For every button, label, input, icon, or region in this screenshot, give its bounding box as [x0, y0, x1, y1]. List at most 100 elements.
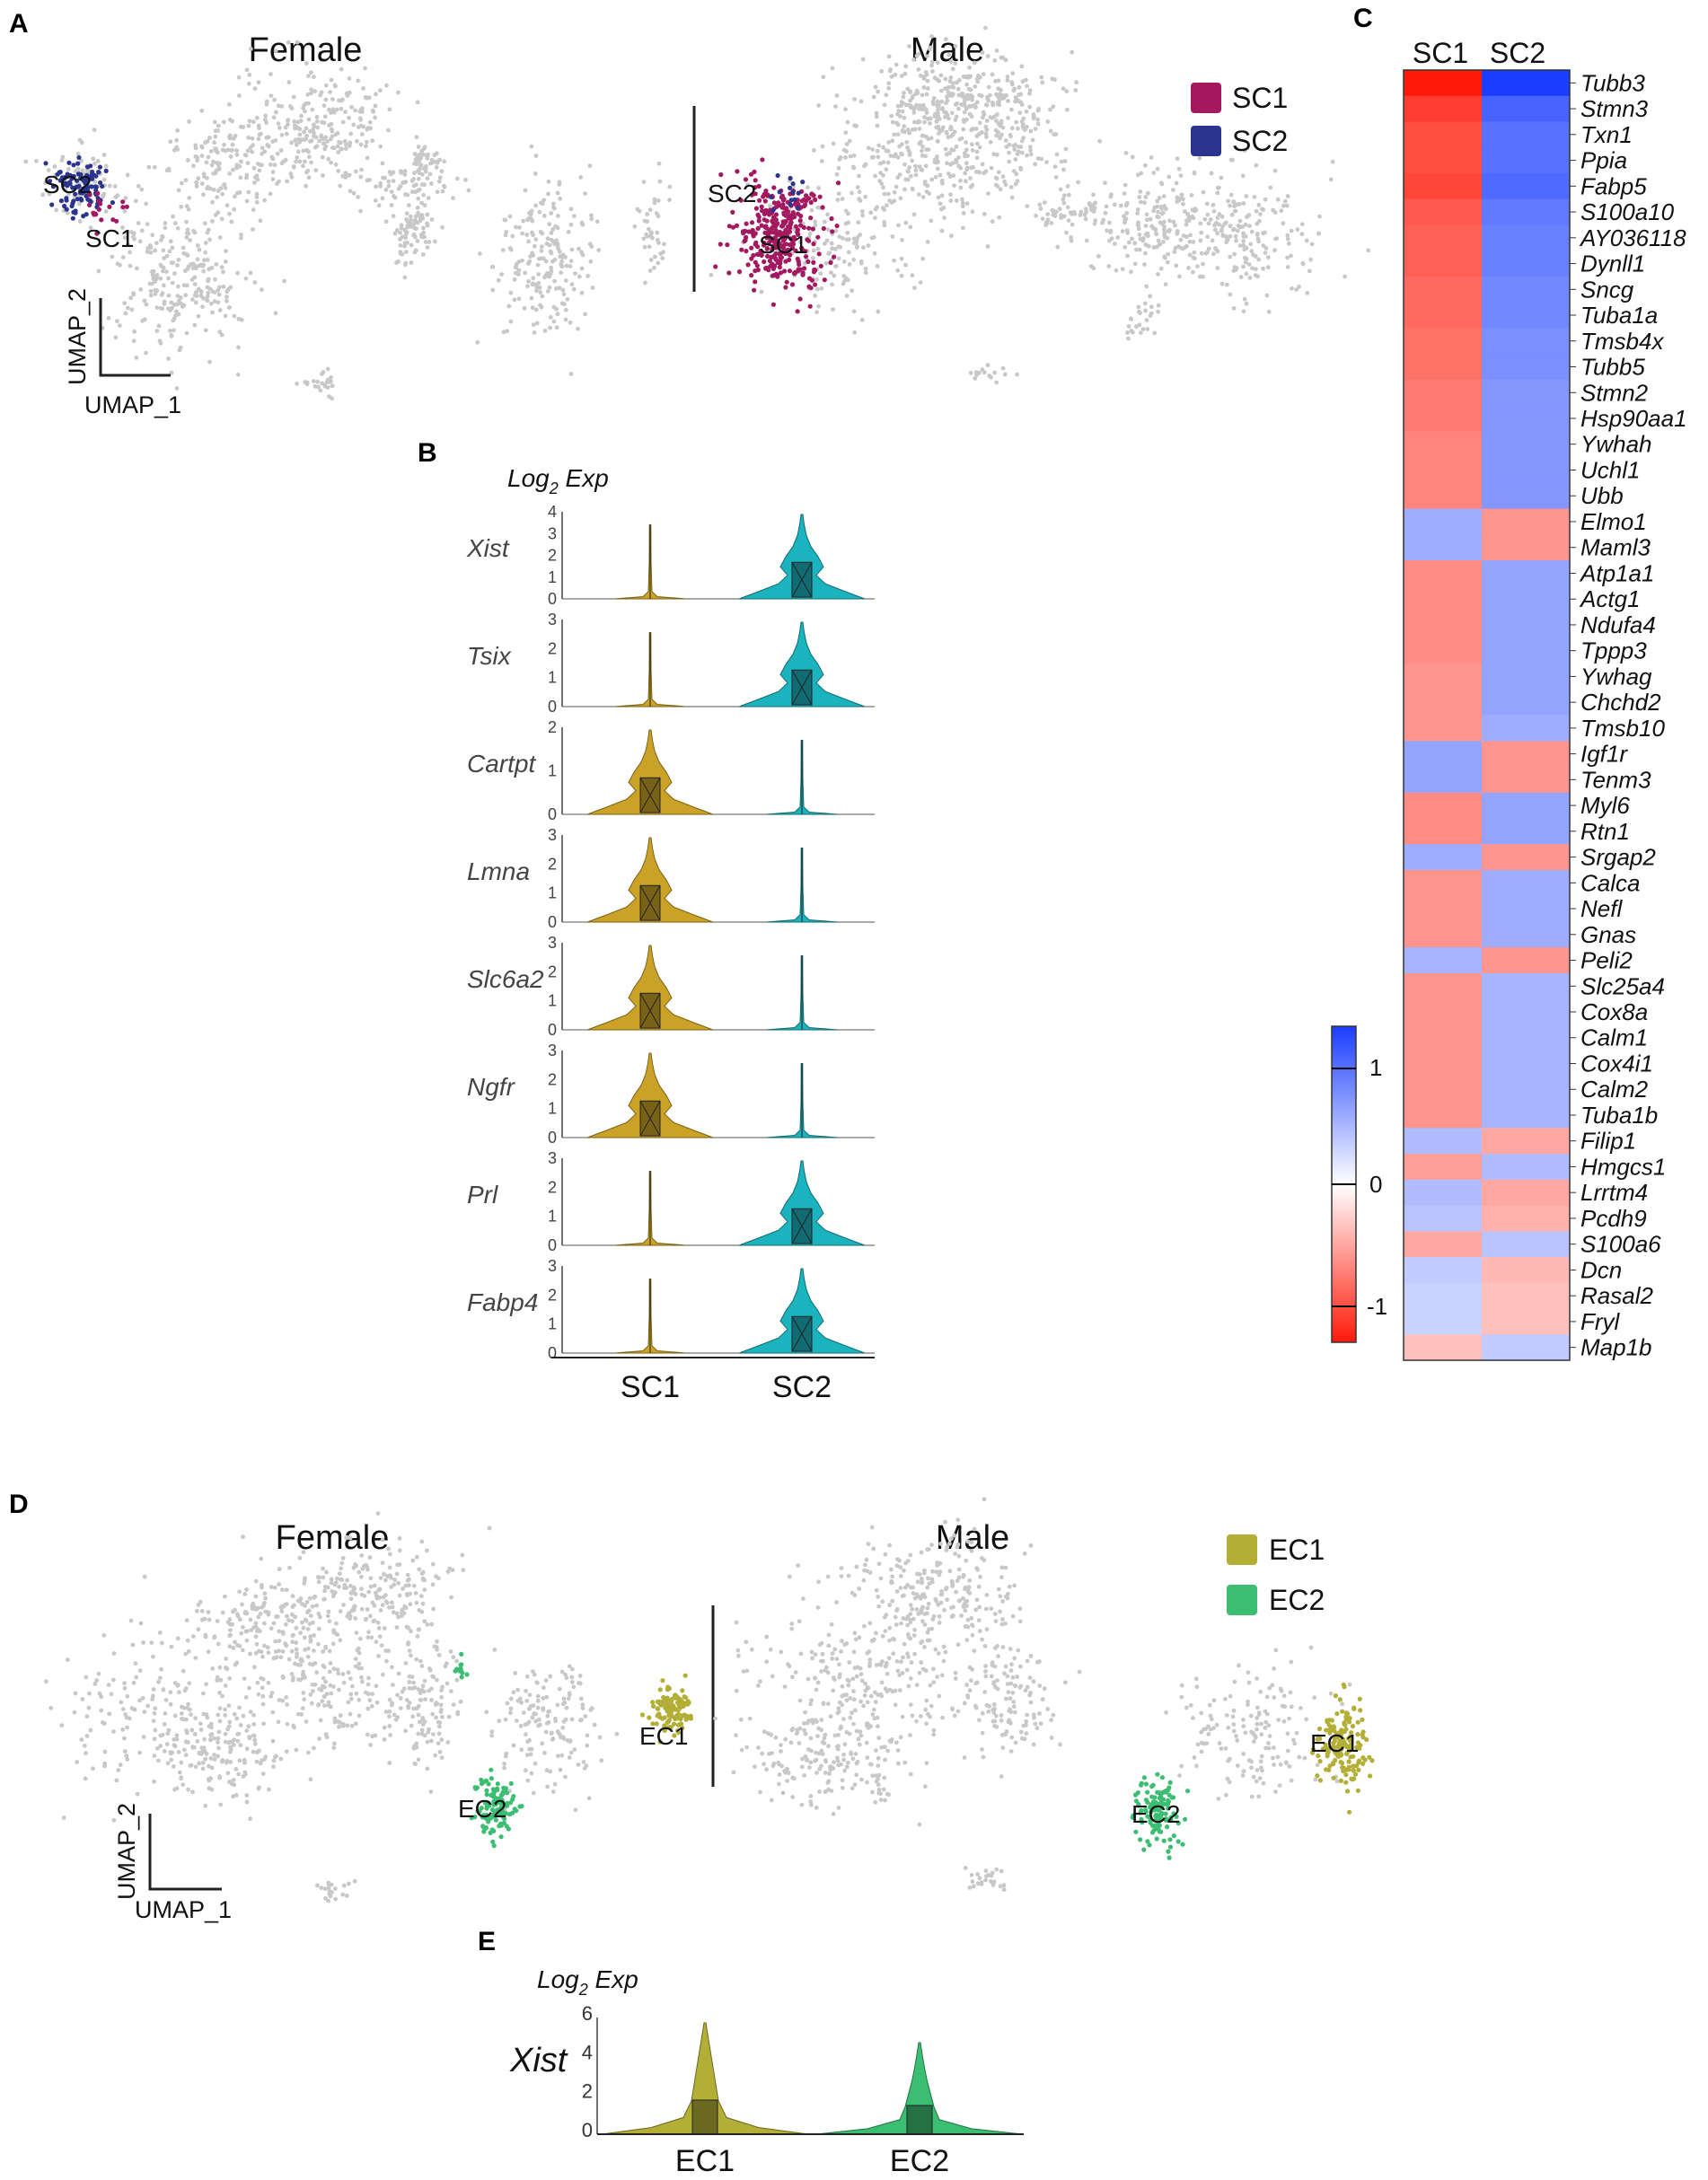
cell-point — [952, 183, 956, 189]
cell-point — [961, 211, 966, 215]
cell-point — [227, 1676, 233, 1681]
cell-point — [339, 146, 344, 152]
cell-point — [219, 265, 225, 269]
cell-point — [531, 276, 536, 281]
cell-point — [380, 1603, 385, 1607]
cell-point — [187, 119, 192, 124]
cell-point — [244, 1728, 250, 1733]
cell-point — [577, 246, 581, 251]
cell-point — [658, 251, 664, 256]
cell-point — [953, 61, 958, 66]
cell-point — [329, 375, 333, 380]
cell-point — [999, 1575, 1004, 1580]
cell-point — [585, 274, 590, 278]
umap-a-male-grey-6 — [1025, 180, 1143, 250]
cell-point — [866, 145, 871, 151]
cell-point — [330, 97, 335, 101]
cell-point — [851, 257, 857, 262]
cell-point — [419, 200, 424, 206]
cell-point — [745, 182, 751, 188]
cell-point — [874, 110, 879, 116]
cell-point — [790, 210, 796, 215]
cell-point — [1366, 248, 1371, 253]
cell-point — [1130, 236, 1134, 242]
cell-point — [405, 1572, 410, 1578]
cell-point — [302, 1581, 307, 1586]
heatmap-cell-tuba1a-sc2 — [1482, 302, 1570, 329]
cell-point — [190, 266, 196, 271]
cell-point — [524, 1699, 530, 1703]
cell-point — [170, 245, 175, 251]
cell-point — [946, 52, 952, 57]
cell-point — [166, 356, 172, 361]
cell-point — [1199, 230, 1204, 235]
cell-point — [338, 1638, 343, 1643]
cell-point — [572, 1747, 577, 1752]
cell-point — [149, 281, 154, 286]
cell-point — [326, 380, 330, 385]
cell-point — [323, 1895, 328, 1901]
cell-point — [365, 1567, 370, 1572]
cell-point — [523, 188, 528, 193]
cell-point — [912, 119, 917, 125]
cell-point — [1241, 242, 1246, 248]
cell-point — [882, 102, 887, 108]
cell-point — [163, 1698, 169, 1702]
violin-b-tick-label: 0 — [548, 1344, 557, 1362]
cell-point — [214, 146, 219, 152]
cell-point — [1061, 167, 1066, 172]
cell-point — [1112, 202, 1117, 207]
cell-point — [326, 156, 331, 162]
cell-point — [138, 287, 144, 292]
cell-point — [552, 257, 558, 262]
cell-point — [903, 262, 908, 268]
umap-a-female-grey-9 — [632, 161, 673, 286]
cell-point — [368, 1613, 373, 1619]
cell-point — [295, 40, 300, 45]
cell-point — [244, 1638, 250, 1643]
cell-point — [373, 103, 378, 109]
cell-point — [365, 1682, 371, 1687]
cell-point — [54, 207, 59, 213]
cell-point — [256, 123, 261, 128]
cell-point — [131, 291, 136, 295]
cell-point — [166, 293, 172, 298]
cell-point — [142, 298, 147, 303]
cell-point — [1017, 84, 1022, 90]
cell-point — [152, 1754, 157, 1758]
cell-point — [1328, 177, 1334, 182]
cell-point — [404, 1698, 409, 1702]
cell-point — [909, 173, 913, 179]
cell-point — [536, 280, 541, 286]
cell-point — [934, 160, 939, 165]
cell-point — [1124, 228, 1130, 233]
cell-point — [178, 345, 183, 350]
cell-point — [1103, 180, 1107, 186]
cell-point — [289, 140, 294, 145]
cell-point — [271, 1758, 277, 1763]
cell-point — [545, 271, 550, 276]
heatmap-cell-filip1-sc2 — [1482, 1128, 1570, 1155]
heatmap-row-label: Rasal2 — [1580, 1282, 1653, 1309]
cell-point — [935, 1563, 940, 1568]
cell-point — [930, 1569, 935, 1574]
cell-point — [336, 169, 341, 173]
cell-point — [970, 1622, 974, 1627]
cell-point — [194, 184, 199, 189]
cell-point — [285, 1721, 290, 1727]
cell-point — [275, 151, 280, 156]
cell-point — [1014, 171, 1019, 177]
cell-point — [66, 167, 71, 171]
cell-point — [427, 171, 433, 177]
cell-point — [307, 1622, 313, 1626]
cell-point — [356, 78, 361, 84]
cell-point — [953, 118, 958, 122]
heatmap-row-label: Tppp3 — [1580, 637, 1647, 664]
cell-point — [830, 229, 835, 234]
cell-point — [1316, 231, 1321, 236]
cell-point — [1215, 249, 1220, 254]
cell-point — [1156, 215, 1161, 220]
cell-point — [1140, 327, 1146, 331]
cell-point — [1052, 77, 1057, 83]
cell-point — [879, 69, 885, 74]
